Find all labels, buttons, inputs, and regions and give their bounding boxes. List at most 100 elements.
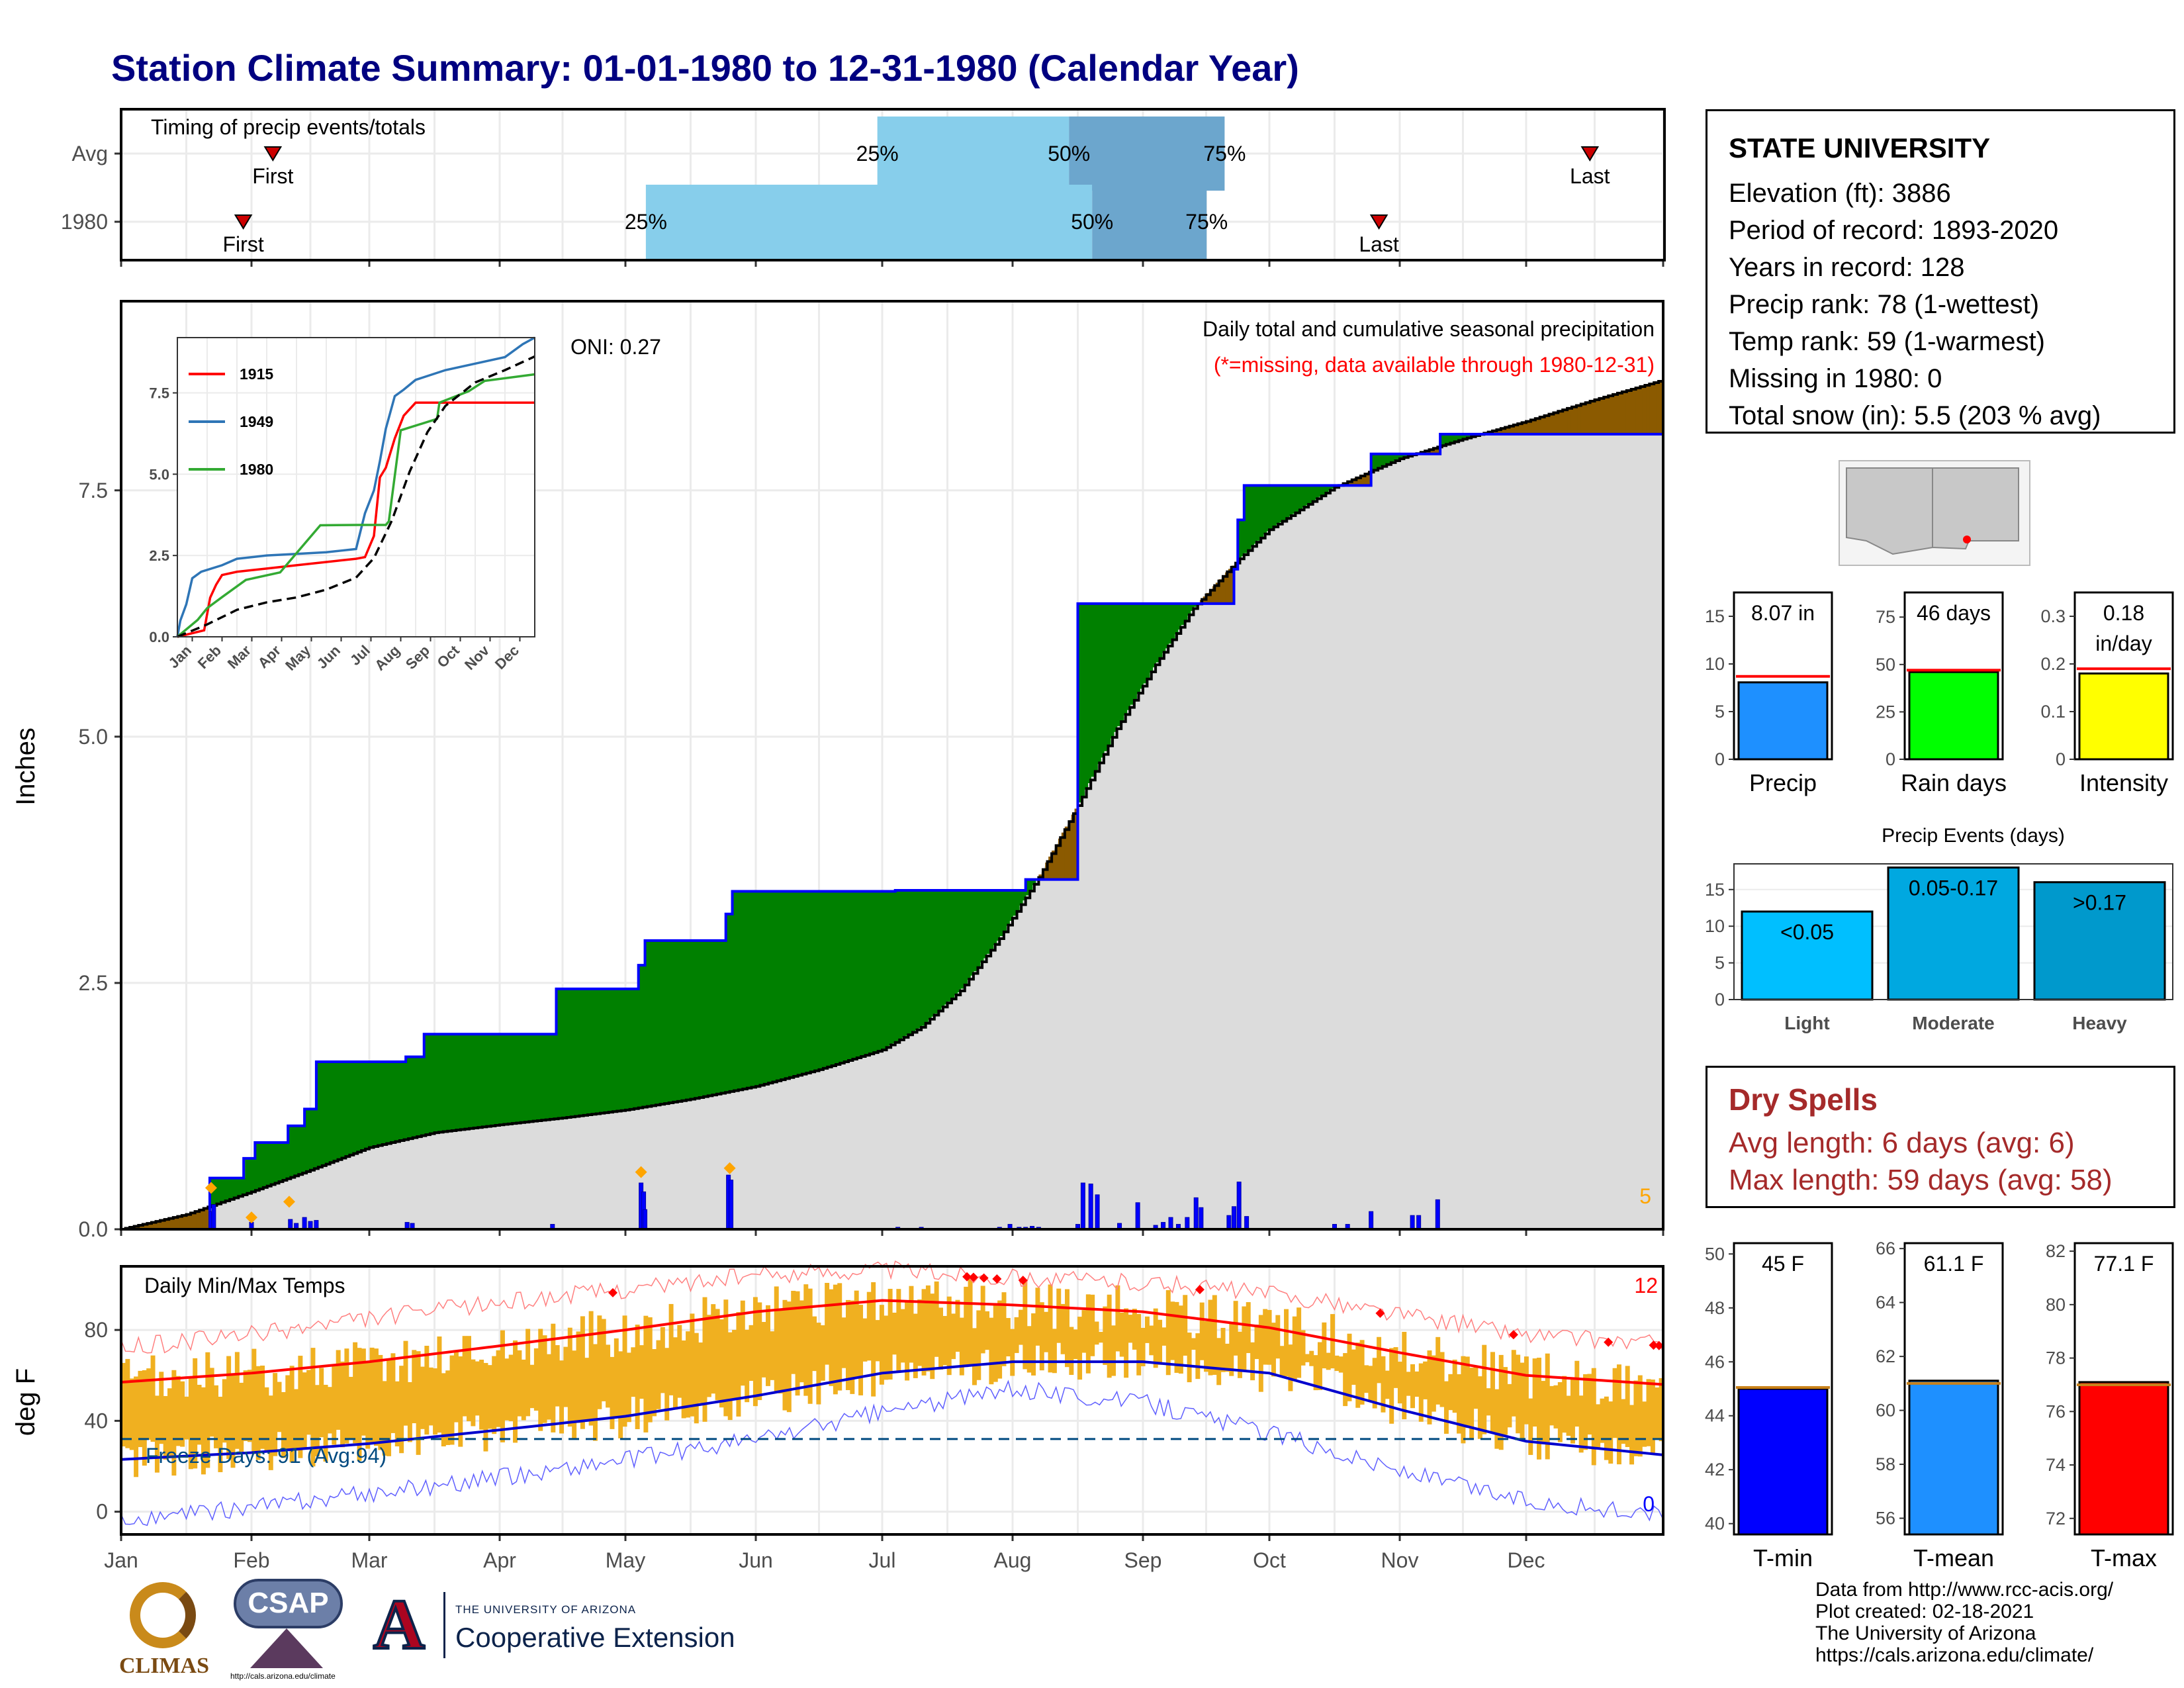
daily-temp-bar xyxy=(938,1307,943,1370)
precip-event-bar-label: >0.17 xyxy=(2073,891,2126,915)
rain-days-summary-name-label: Rain days xyxy=(1901,769,2007,796)
daily-temp-bar xyxy=(866,1291,872,1361)
daily-temp-bar xyxy=(277,1382,282,1432)
surplus-band xyxy=(774,891,779,1081)
daily-temp-bar xyxy=(1359,1340,1365,1405)
surplus-band xyxy=(467,1034,471,1129)
surplus-band xyxy=(1456,434,1461,441)
daily-temp-bar xyxy=(1005,1318,1011,1357)
credit-line: https://cals.arizona.edu/climate/ xyxy=(1815,1644,2094,1666)
precip-panel-title: Daily total and cumulative seasonal prec… xyxy=(1203,317,1655,341)
daily-temp-bar xyxy=(1427,1350,1432,1425)
daily-temp-bar xyxy=(1023,1280,1028,1370)
daily-temp-bar xyxy=(163,1395,168,1460)
daily-temp-bar xyxy=(1524,1356,1529,1425)
precip-event-bar-label: 0.05-0.17 xyxy=(1909,876,1998,900)
tmax-summary-y-tick-label: 82 xyxy=(2046,1241,2066,1261)
logo-divider xyxy=(443,1592,445,1658)
surplus-band xyxy=(1282,485,1287,520)
deficit-band xyxy=(1504,427,1508,434)
daily-temp-bar xyxy=(1119,1312,1124,1357)
surplus-band xyxy=(572,988,576,1117)
tmin-summary-y-tick-label: 50 xyxy=(1705,1244,1725,1264)
daily-temp-bar xyxy=(1115,1285,1120,1352)
daily-temp-bar xyxy=(1250,1342,1255,1381)
daily-temp-bar xyxy=(234,1352,240,1449)
daily-temp-bar xyxy=(740,1300,745,1386)
surplus-band xyxy=(986,890,991,954)
surplus-band xyxy=(687,940,692,1100)
daily-temp-bar xyxy=(1052,1329,1057,1374)
surplus-band xyxy=(638,965,643,1108)
daily-temp-bar xyxy=(1297,1307,1302,1378)
surplus-band xyxy=(581,988,586,1115)
surplus-band xyxy=(597,988,601,1113)
surplus-band xyxy=(931,890,935,1017)
deficit-band xyxy=(1061,832,1066,880)
daily-temp-bar xyxy=(1473,1366,1479,1409)
deficit-band xyxy=(157,1221,161,1229)
deficit-band xyxy=(1543,415,1547,434)
deficit-band xyxy=(176,1216,181,1229)
surplus-band xyxy=(1113,603,1118,732)
timing-q75-label: 75% xyxy=(1185,210,1228,234)
daily-temp-bar xyxy=(572,1350,577,1439)
surplus-band xyxy=(879,891,883,1051)
daily-temp-bar xyxy=(218,1396,223,1472)
daily-temp-bar xyxy=(837,1283,842,1391)
daily-temp-bar xyxy=(618,1351,623,1438)
daily-temp-bar xyxy=(1246,1302,1251,1354)
surplus-band xyxy=(1193,603,1197,607)
inset-legend-label: 1949 xyxy=(240,413,273,430)
surplus-band xyxy=(979,890,984,963)
snow-marker xyxy=(723,1162,736,1174)
surplus-band xyxy=(1140,603,1144,689)
surplus-band xyxy=(822,891,826,1068)
surplus-band xyxy=(235,1178,240,1197)
daily-temp-bar xyxy=(171,1370,177,1476)
deficit-band xyxy=(1513,424,1518,434)
surplus-band xyxy=(983,890,987,959)
daily-temp-bar xyxy=(175,1376,181,1446)
daily-temp-bar xyxy=(799,1300,804,1383)
daily-temp-bar xyxy=(736,1312,741,1417)
deficit-band xyxy=(1052,850,1056,880)
avg-tmax-line xyxy=(120,1299,1664,1386)
credit-line: The University of Arizona xyxy=(1815,1622,2036,1644)
surplus-band xyxy=(746,891,750,1088)
daily-temp-bar xyxy=(1549,1385,1555,1426)
surplus-band xyxy=(1133,603,1137,700)
deficit-band xyxy=(1605,396,1609,434)
surplus-band xyxy=(645,940,649,1107)
daily-precip-bar xyxy=(302,1217,307,1230)
daily-temp-bar xyxy=(1498,1354,1504,1450)
daily-temp-bar xyxy=(281,1392,286,1458)
daily-temp-bar xyxy=(871,1282,876,1397)
deficit-band xyxy=(169,1217,174,1229)
surplus-band xyxy=(1100,603,1105,758)
station-temp-rank: Temp rank: 59 (1-warmest) xyxy=(1729,327,2045,356)
daily-temp-bar xyxy=(1187,1333,1192,1383)
daily-temp-bar xyxy=(934,1281,939,1357)
daily-temp-bar xyxy=(302,1372,307,1448)
surplus-band xyxy=(729,914,734,1092)
daily-temp-bar xyxy=(167,1388,172,1458)
daily-temp-bar xyxy=(285,1375,291,1450)
intensity-summary-value-unit: in/day xyxy=(2095,632,2152,655)
surplus-band xyxy=(674,940,678,1102)
surplus-band xyxy=(1466,434,1470,438)
daily-precip-bar xyxy=(1410,1215,1415,1230)
daily-temp-bar xyxy=(858,1305,864,1395)
daily-temp-bar xyxy=(660,1327,665,1393)
deficit-band xyxy=(1498,428,1502,434)
daily-temp-bar xyxy=(555,1345,560,1407)
daily-temp-bar xyxy=(1410,1364,1415,1409)
timing-last-label: Last xyxy=(1359,232,1399,256)
daily-temp-bar xyxy=(344,1348,349,1444)
rain-days-summary-bar xyxy=(1908,671,1999,761)
daily-temp-bar xyxy=(1587,1374,1592,1435)
surplus-band xyxy=(369,1061,373,1147)
temp-y-axis-label: deg F xyxy=(11,1368,40,1436)
daily-temp-bar xyxy=(138,1370,143,1448)
daily-temp-bar xyxy=(905,1300,910,1381)
